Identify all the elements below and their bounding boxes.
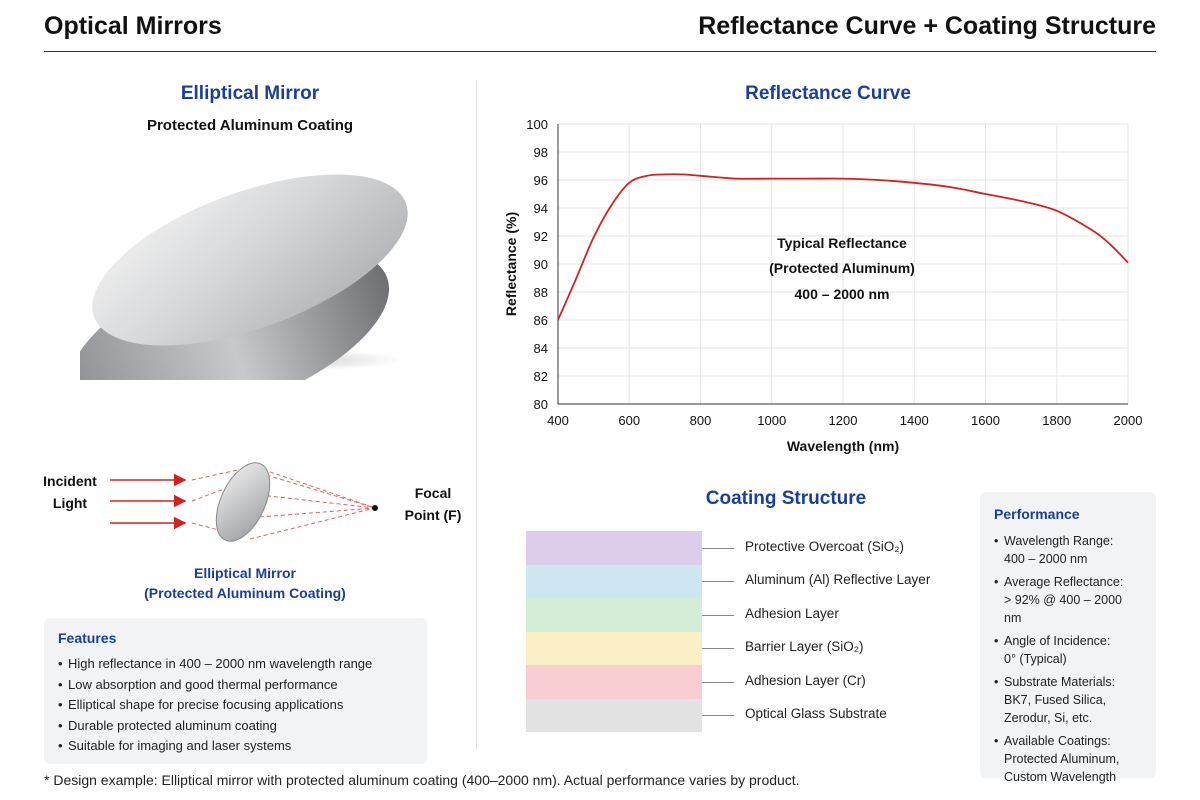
x-axis-label: Wavelength (nm) <box>787 438 899 454</box>
features-title: Features <box>58 630 117 646</box>
annotation-line-3: 400 – 2000 nm <box>795 286 890 302</box>
header-divider <box>44 51 1156 52</box>
feature-item: High reflectance in 400 – 2000 nm wavele… <box>58 654 413 675</box>
y-tick-label: 80 <box>534 397 548 412</box>
feature-item: Elliptical shape for precise focusing ap… <box>58 695 413 716</box>
y-tick-label: 86 <box>534 313 548 328</box>
focus-diagram <box>110 462 378 542</box>
coating-layer-label: Adhesion Layer <box>745 605 839 621</box>
y-tick-label: 92 <box>534 229 548 244</box>
diagram-caption: Elliptical Mirror (Protected Aluminum Co… <box>144 565 346 601</box>
y-axis-label: Reflectance (%) <box>503 212 519 316</box>
coating-layer <box>526 531 702 565</box>
coating-layer-label: Barrier Layer (SiO₂) <box>745 639 864 655</box>
layer-leader-line <box>702 547 734 549</box>
y-tick-label: 90 <box>534 257 548 272</box>
coating-layer <box>526 631 702 665</box>
coating-layer <box>526 665 702 699</box>
x-tick-label: 400 <box>547 413 569 428</box>
y-tick-label: 96 <box>534 173 548 188</box>
coating-layer-label: Protective Overcoat (SiO₂) <box>745 538 905 554</box>
x-tick-label: 1200 <box>829 413 858 428</box>
y-tick-label: 82 <box>534 369 548 384</box>
x-tick-label: 600 <box>618 413 640 428</box>
layer-leader-line <box>702 581 734 583</box>
annotation-line-1: Typical Reflectance <box>777 235 907 251</box>
performance-list: Wavelength Range:400 – 2000 nm Average R… <box>994 532 1142 786</box>
layer-leader-line <box>702 614 734 616</box>
coating-title: Coating Structure <box>705 488 867 509</box>
y-tick-label: 88 <box>534 285 548 300</box>
coating-layer-label: Optical Glass Substrate <box>745 706 887 722</box>
incident-light-label: Incident Light <box>43 473 97 511</box>
performance-item: Wavelength Range:400 – 2000 nm <box>994 532 1142 568</box>
features-panel: Features High reflectance in 400 – 2000 … <box>44 618 427 764</box>
performance-panel: Performance Wavelength Range:400 – 2000 … <box>980 492 1156 784</box>
performance-item: Angle of Incidence:0° (Typical) <box>994 632 1142 668</box>
reflectance-title: Reflectance Curve <box>745 83 911 104</box>
features-list: High reflectance in 400 – 2000 nm wavele… <box>58 654 413 757</box>
performance-item: Available Coatings:Protected Aluminum,Cu… <box>994 732 1142 786</box>
mirror-illustration <box>80 174 408 380</box>
layer-leader-line <box>702 715 734 717</box>
x-tick-label: 800 <box>690 413 712 428</box>
y-tick-label: 100 <box>526 117 548 132</box>
performance-item: Substrate Materials:BK7, Fused Silica,Ze… <box>994 673 1142 727</box>
focal-point <box>372 505 378 511</box>
mirror-title: Elliptical Mirror <box>180 83 320 104</box>
coating-layer <box>526 698 702 732</box>
x-tick-label: 1600 <box>971 413 1000 428</box>
mirror-face <box>92 174 408 346</box>
column-divider <box>476 80 477 750</box>
x-tick-label: 1000 <box>757 413 786 428</box>
page-title: Optical Mirrors <box>44 12 222 40</box>
coating-layer <box>526 564 702 598</box>
reflectance-series-line <box>557 173 1129 321</box>
y-tick-label: 84 <box>534 341 548 356</box>
feature-item: Durable protected aluminum coating <box>58 716 413 737</box>
layer-leader-line <box>702 681 734 683</box>
x-tick-label: 1400 <box>900 413 929 428</box>
y-tick-label: 98 <box>534 145 548 160</box>
feature-item: Suitable for imaging and laser systems <box>58 736 413 757</box>
x-tick-label: 2000 <box>1114 413 1143 428</box>
x-tick-label: 1800 <box>1042 413 1071 428</box>
y-tick-label: 94 <box>534 201 548 216</box>
reflectance-chart: 80 82 84 86 88 90 92 94 96 98 100 400 600 800 1000 1200… <box>503 117 1143 454</box>
coating-layer <box>526 598 702 632</box>
page-subtitle: Reflectance Curve + Coating Structure <box>698 12 1156 40</box>
mirror-subtitle: Protected Aluminum Coating <box>146 117 354 134</box>
annotation-line-2: (Protected Aluminum) <box>769 260 915 276</box>
coating-layer-label: Aluminum (Al) Reflective Layer <box>745 572 931 588</box>
feature-item: Low absorption and good thermal performa… <box>58 675 413 696</box>
performance-item: Average Reflectance:> 92% @ 400 – 2000 n… <box>994 573 1142 627</box>
layer-leader-line <box>702 648 734 650</box>
small-mirror <box>215 462 271 542</box>
coating-layer-label: Adhesion Layer (Cr) <box>745 672 866 688</box>
performance-title: Performance <box>994 506 1080 522</box>
focal-point-label: Focal Point (F) <box>404 485 462 523</box>
footnote: * Design example: Elliptical mirror with… <box>44 772 800 788</box>
